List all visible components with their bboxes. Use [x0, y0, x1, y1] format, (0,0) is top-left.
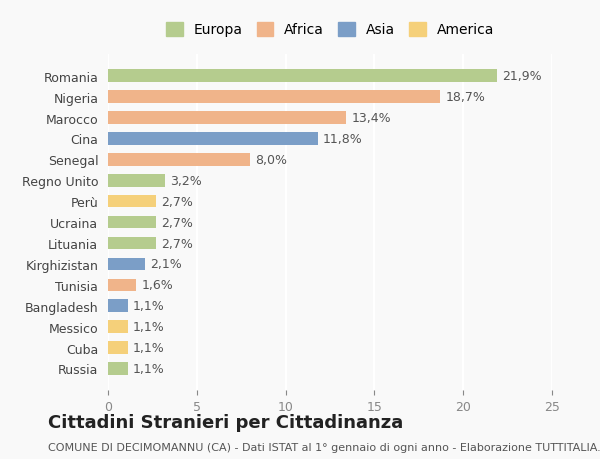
- Text: 2,7%: 2,7%: [161, 195, 193, 208]
- Text: 3,2%: 3,2%: [170, 174, 202, 187]
- Bar: [108, 300, 128, 312]
- Bar: [108, 91, 440, 104]
- Text: 2,7%: 2,7%: [161, 237, 193, 250]
- Text: 2,7%: 2,7%: [161, 216, 193, 229]
- Bar: [108, 112, 346, 124]
- Text: 1,1%: 1,1%: [133, 300, 164, 313]
- Bar: [108, 237, 156, 250]
- Bar: [108, 258, 145, 271]
- Text: 1,1%: 1,1%: [133, 320, 164, 333]
- Bar: [108, 341, 128, 354]
- Bar: [108, 154, 250, 166]
- Bar: [108, 196, 156, 208]
- Text: 11,8%: 11,8%: [323, 133, 362, 146]
- Text: 1,6%: 1,6%: [142, 279, 173, 291]
- Text: 1,1%: 1,1%: [133, 341, 164, 354]
- Legend: Europa, Africa, Asia, America: Europa, Africa, Asia, America: [162, 18, 498, 41]
- Text: Cittadini Stranieri per Cittadinanza: Cittadini Stranieri per Cittadinanza: [48, 413, 403, 431]
- Text: 18,7%: 18,7%: [445, 91, 485, 104]
- Bar: [108, 279, 136, 291]
- Bar: [108, 70, 497, 83]
- Bar: [108, 174, 165, 187]
- Bar: [108, 216, 156, 229]
- Text: 8,0%: 8,0%: [256, 154, 287, 167]
- Bar: [108, 363, 128, 375]
- Bar: [108, 133, 317, 146]
- Text: 21,9%: 21,9%: [502, 70, 542, 83]
- Text: 2,1%: 2,1%: [151, 258, 182, 271]
- Text: 1,1%: 1,1%: [133, 362, 164, 375]
- Bar: [108, 321, 128, 333]
- Text: COMUNE DI DECIMOMANNU (CA) - Dati ISTAT al 1° gennaio di ogni anno - Elaborazion: COMUNE DI DECIMOMANNU (CA) - Dati ISTAT …: [48, 442, 600, 452]
- Text: 13,4%: 13,4%: [352, 112, 391, 125]
